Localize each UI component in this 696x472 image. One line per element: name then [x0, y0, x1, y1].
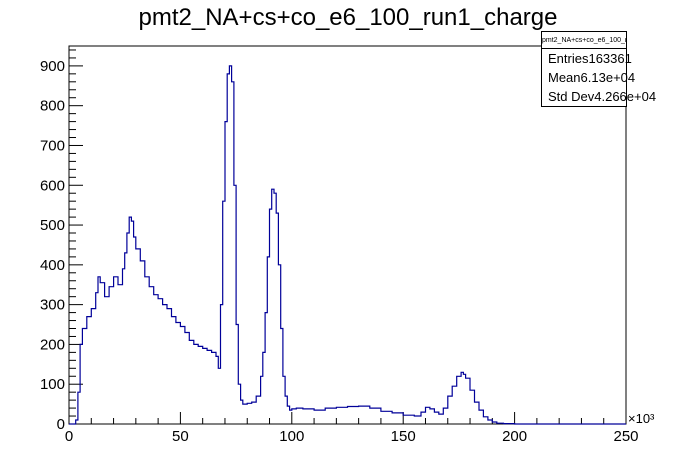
histogram-line: [69, 65, 626, 425]
y-tick-label: 400: [40, 257, 65, 274]
y-tick-label: 900: [40, 58, 65, 75]
x-axis-exponent: ×10³: [628, 411, 655, 426]
x-tick-label: 200: [502, 428, 527, 445]
stats-label-stddev: Std Dev: [548, 89, 595, 104]
stats-box: pmt2_NA+cs+co_e6_100_run1_charge Entries…: [541, 31, 656, 107]
stats-value-stddev: 4.266e+04: [594, 89, 657, 104]
stats-value-mean: 6.13e+04: [580, 70, 636, 85]
y-tick-label: 100: [40, 376, 65, 393]
stats-label-mean: Mean: [548, 70, 581, 85]
y-tick-label: 0: [57, 416, 65, 433]
stats-row-mean: Mean 6.13e+04: [542, 68, 635, 87]
y-tick-label: 800: [40, 98, 65, 115]
stats-box-title: pmt2_NA+cs+co_e6_100_run1_charge: [542, 32, 626, 49]
x-tick-label: 0: [65, 428, 73, 445]
axes: 0 100 200 300 400 500 600 700 800 900 0 50 100 150 200…: [40, 45, 655, 445]
x-tick-label: 250: [613, 428, 638, 445]
y-tick-label: 600: [40, 177, 65, 194]
histogram-data: [69, 65, 626, 425]
stats-label-entries: Entries: [548, 51, 589, 66]
y-tick-label: 200: [40, 336, 65, 353]
y-tick-label: 700: [40, 137, 65, 154]
plot-frame: [68, 45, 627, 425]
stats-row-stddev: Std Dev 4.266e+04: [542, 87, 656, 106]
stats-value-entries: 163361: [588, 51, 632, 66]
chart-title: pmt2_NA+cs+co_e6_100_run1_charge: [138, 4, 558, 31]
x-tick-label: 150: [391, 428, 416, 445]
x-tick-label: 50: [172, 428, 189, 445]
x-tick-label: 100: [279, 428, 304, 445]
y-tick-label: 300: [40, 297, 65, 314]
stats-row-entries: Entries 163361: [542, 49, 632, 68]
y-tick-label: 500: [40, 217, 65, 234]
